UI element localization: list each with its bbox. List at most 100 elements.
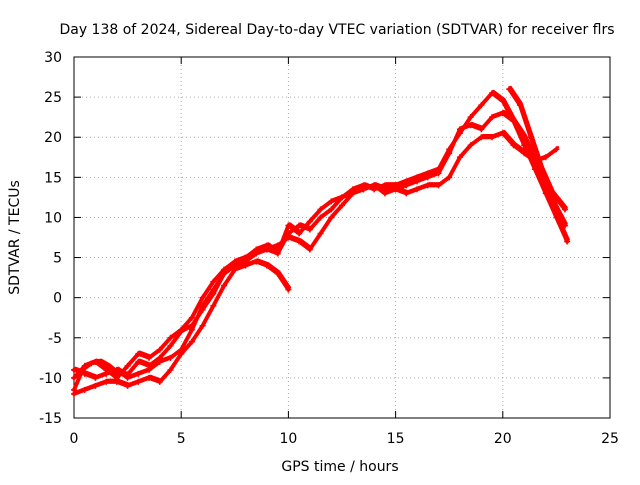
- data-point: [81, 386, 88, 393]
- data-point: [424, 182, 431, 189]
- x-tick-label: 25: [601, 431, 619, 447]
- data-point: [274, 242, 281, 249]
- data-point: [467, 114, 474, 121]
- data-point: [156, 378, 163, 385]
- data-point: [317, 230, 324, 237]
- data-point: [274, 250, 281, 257]
- data-point: [306, 226, 313, 233]
- data-point: [456, 130, 463, 137]
- data-point: [306, 218, 313, 225]
- data-point: [317, 214, 324, 221]
- data-point: [435, 166, 442, 173]
- y-axis-label: SDTVAR / TECUs: [7, 180, 23, 295]
- y-tick-label: 30: [44, 50, 62, 66]
- x-tick-label: 20: [494, 431, 512, 447]
- data-point: [478, 102, 485, 109]
- y-tick-label: 0: [53, 291, 62, 307]
- data-point: [424, 170, 431, 177]
- data-point: [549, 190, 556, 197]
- data-point: [489, 90, 496, 97]
- data-point: [328, 214, 335, 221]
- data-point: [71, 390, 77, 397]
- y-tick-label: -5: [48, 331, 62, 347]
- data-point: [296, 230, 303, 237]
- data-point: [467, 122, 474, 129]
- series-line-band: [74, 129, 560, 378]
- data-point: [71, 374, 77, 381]
- data-point: [167, 366, 174, 373]
- data-point: [506, 86, 513, 93]
- data-point: [71, 366, 77, 373]
- data-point: [553, 214, 560, 221]
- data-point: [188, 326, 195, 333]
- data-point: [178, 326, 185, 333]
- data-point: [564, 238, 571, 245]
- data-point: [542, 190, 549, 197]
- data-point: [92, 382, 99, 389]
- data-point: [199, 294, 206, 301]
- data-point: [103, 378, 110, 385]
- data-point: [124, 374, 131, 381]
- series-5: [506, 85, 568, 213]
- data-point: [339, 194, 345, 201]
- data-point: [489, 134, 496, 141]
- data-point: [371, 182, 378, 189]
- data-point: [435, 182, 442, 189]
- plot-frame: [73, 56, 611, 419]
- x-tick-label: 15: [387, 431, 405, 447]
- data-point: [156, 358, 163, 365]
- data-point: [156, 346, 163, 353]
- x-tick-label: 5: [177, 431, 186, 447]
- data-point: [113, 378, 120, 385]
- data-point: [516, 102, 523, 109]
- data-point: [317, 206, 324, 213]
- x-tick-label: 10: [279, 431, 297, 447]
- data-point: [285, 222, 292, 229]
- data-point: [414, 174, 421, 181]
- data-point: [178, 346, 185, 353]
- data-point: [263, 246, 270, 253]
- data-point: [135, 358, 142, 365]
- data-point: [531, 166, 538, 173]
- data-point: [285, 234, 292, 241]
- data-point: [188, 314, 195, 321]
- series-4: [71, 129, 560, 381]
- data-point: [538, 166, 545, 173]
- data-point: [221, 282, 228, 289]
- data-point: [253, 250, 260, 257]
- data-point: [499, 110, 506, 117]
- data-point: [274, 270, 281, 277]
- data-point: [328, 206, 335, 213]
- data-point: [521, 142, 528, 149]
- data-point: [339, 202, 345, 209]
- data-point: [210, 302, 217, 309]
- data-point: [296, 238, 303, 245]
- y-tick-label: 5: [53, 251, 62, 267]
- data-point: [456, 154, 463, 161]
- data-point: [242, 262, 249, 269]
- data-point: [146, 354, 153, 361]
- data-point: [263, 262, 270, 269]
- data-point: [124, 362, 131, 369]
- data-point: [92, 358, 99, 365]
- data-point: [81, 370, 88, 377]
- data-point: [242, 254, 249, 261]
- data-point: [103, 370, 110, 377]
- data-point: [521, 150, 528, 157]
- data-point: [381, 190, 388, 197]
- data-point: [478, 126, 485, 133]
- data-point: [146, 374, 153, 381]
- series-line-band: [509, 85, 568, 209]
- data-point: [306, 246, 313, 253]
- data-point: [124, 382, 131, 389]
- y-tick-label: -15: [39, 411, 62, 427]
- series-3: [71, 258, 292, 397]
- data-point: [81, 362, 88, 369]
- data-point: [349, 190, 356, 197]
- x-tick-label: 0: [70, 431, 79, 447]
- data-point: [135, 370, 142, 377]
- data-point: [446, 146, 453, 153]
